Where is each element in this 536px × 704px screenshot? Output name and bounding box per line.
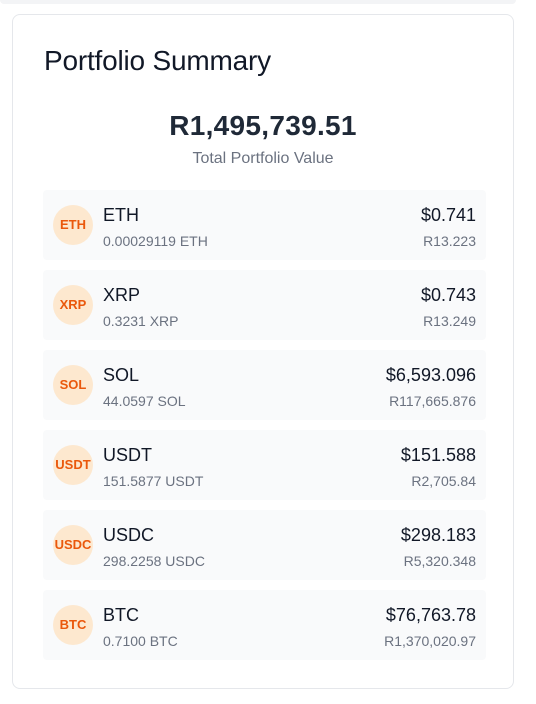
asset-symbol: SOL bbox=[103, 365, 140, 385]
asset-symbol: USDC bbox=[103, 525, 155, 545]
asset-row-usdt[interactable]: USDT USDT 151.5877 USDT $151.588 R2,705.… bbox=[43, 430, 486, 500]
asset-usd-value: $298.183 bbox=[400, 525, 476, 545]
asset-symbol: ETH bbox=[103, 205, 139, 225]
asset-usd-value: $6,593.096 bbox=[385, 365, 476, 385]
usdc-coin-icon: USDC bbox=[53, 525, 93, 565]
usdt-coin-icon: USDT bbox=[53, 445, 93, 485]
asset-zar-value: R13.249 bbox=[423, 313, 476, 329]
asset-usd-value: $151.588 bbox=[400, 445, 476, 465]
asset-amount: 151.5877 USDT bbox=[103, 473, 204, 489]
portfolio-summary-card: Portfolio Summary R1,495,739.51 Total Po… bbox=[12, 14, 514, 689]
asset-row-btc[interactable]: BTC BTC 0.7100 BTC $76,763.78 R1,370,020… bbox=[43, 590, 486, 660]
asset-row-usdc[interactable]: USDC USDC 298.2258 USDC $298.183 R5,320.… bbox=[43, 510, 486, 580]
asset-amount: 298.2258 USDC bbox=[103, 553, 205, 569]
asset-symbol: BTC bbox=[103, 605, 139, 625]
xrp-coin-icon: XRP bbox=[53, 285, 93, 325]
asset-usd-value: $0.741 bbox=[420, 205, 476, 225]
asset-list: ETH ETH 0.00029119 ETH $0.741 R13.223 XR… bbox=[43, 190, 486, 670]
asset-zar-value: R13.223 bbox=[423, 233, 476, 249]
total-portfolio-label: Total Portfolio Value bbox=[192, 150, 334, 167]
eth-coin-icon: ETH bbox=[53, 205, 93, 245]
sol-coin-icon: SOL bbox=[53, 365, 93, 405]
asset-symbol: XRP bbox=[103, 285, 141, 305]
asset-amount: 0.7100 BTC bbox=[103, 633, 178, 649]
asset-zar-value: R2,705.84 bbox=[411, 473, 476, 489]
asset-zar-value: R1,370,020.97 bbox=[384, 633, 476, 649]
total-portfolio-value: R1,495,739.51 bbox=[169, 110, 357, 141]
asset-row-sol[interactable]: SOL SOL 44.0597 SOL $6,593.096 R117,665.… bbox=[43, 350, 486, 420]
asset-amount: 44.0597 SOL bbox=[103, 393, 186, 409]
asset-row-xrp[interactable]: XRP XRP 0.3231 XRP $0.743 R13.249 bbox=[43, 270, 486, 340]
asset-usd-value: $0.743 bbox=[420, 285, 476, 305]
asset-amount: 0.3231 XRP bbox=[103, 313, 179, 329]
previous-card-edge bbox=[0, 0, 516, 4]
card-title: Portfolio Summary bbox=[44, 45, 271, 76]
asset-zar-value: R117,665.876 bbox=[389, 393, 476, 409]
asset-zar-value: R5,320.348 bbox=[403, 553, 476, 569]
asset-amount: 0.00029119 ETH bbox=[103, 233, 208, 249]
asset-usd-value: $76,763.78 bbox=[385, 605, 476, 625]
asset-symbol: USDT bbox=[103, 445, 152, 465]
asset-row-eth[interactable]: ETH ETH 0.00029119 ETH $0.741 R13.223 bbox=[43, 190, 486, 260]
btc-coin-icon: BTC bbox=[53, 605, 93, 645]
